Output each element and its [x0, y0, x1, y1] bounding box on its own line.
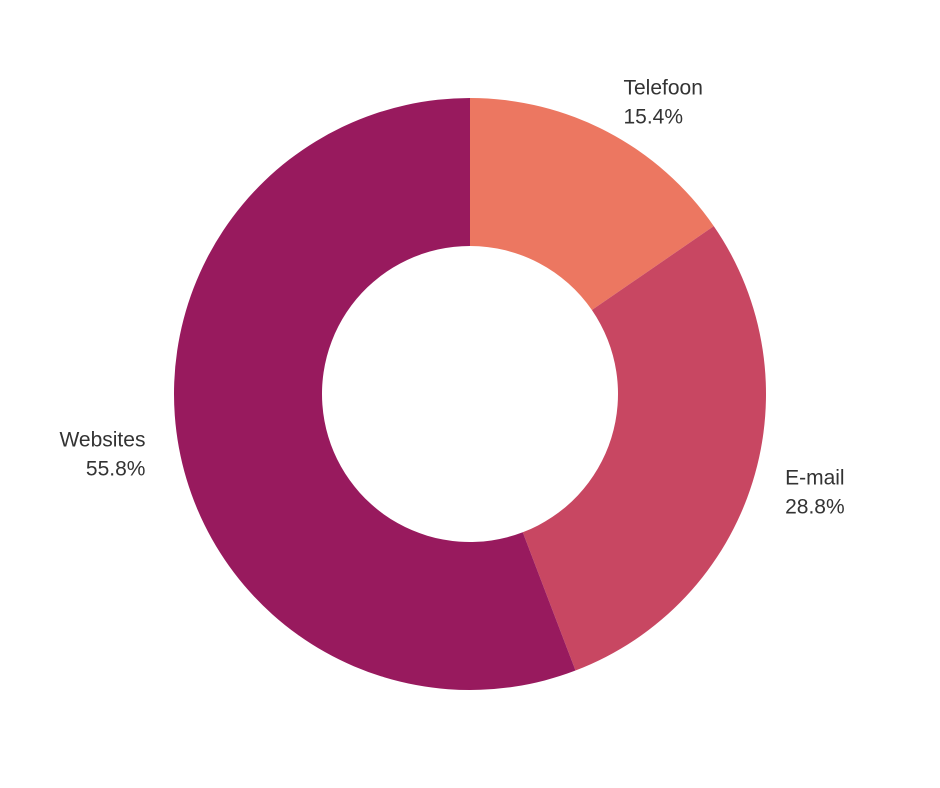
- slice-value-label: 28.8%: [785, 496, 845, 519]
- donut-slices: [174, 98, 766, 690]
- slice-value-label: 55.8%: [86, 457, 146, 480]
- slice-label: Telefoon: [623, 76, 702, 99]
- slice-value-label: 15.4%: [623, 105, 683, 128]
- slice-label: E-mail: [785, 467, 845, 490]
- slice-label: Websites: [59, 428, 145, 451]
- slice-e-mail[interactable]: [523, 226, 766, 670]
